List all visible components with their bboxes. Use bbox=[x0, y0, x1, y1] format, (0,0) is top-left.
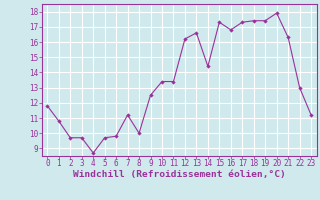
X-axis label: Windchill (Refroidissement éolien,°C): Windchill (Refroidissement éolien,°C) bbox=[73, 170, 285, 179]
